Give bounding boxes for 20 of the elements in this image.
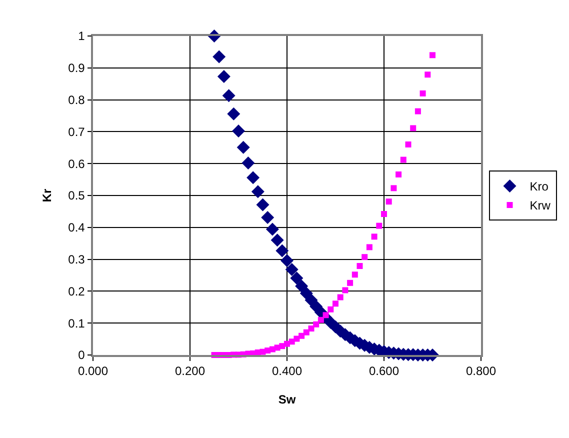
legend-label: Krw [530,198,551,213]
y-tick-label: 0.9 [68,61,86,76]
x-tick-label: 0.400 [272,364,302,378]
y-axis-title: Kr [40,188,54,202]
x-axis-title: Sw [278,392,296,407]
x-tick-label: 0.200 [174,364,206,378]
x-tick-label: 0.800 [466,364,496,378]
x-tick-label: 0.600 [368,364,400,378]
y-tick-label: 0.5 [68,188,86,203]
y-tick-label: 0.2 [68,284,86,298]
y-tick-label: 0 [78,348,86,362]
y-tick-label: 0.4 [68,220,86,235]
y-tick-label: 1 [78,29,86,44]
legend-label: Kro [530,180,549,194]
y-tick-label: 0.3 [68,252,86,266]
y-tick-label: 0.1 [68,316,86,330]
x-tick-label: 0.000 [78,364,108,378]
y-tick-label: 0.7 [68,124,86,139]
y-tick-label: 0.8 [68,93,86,107]
y-tick-label: 0.6 [68,156,86,171]
